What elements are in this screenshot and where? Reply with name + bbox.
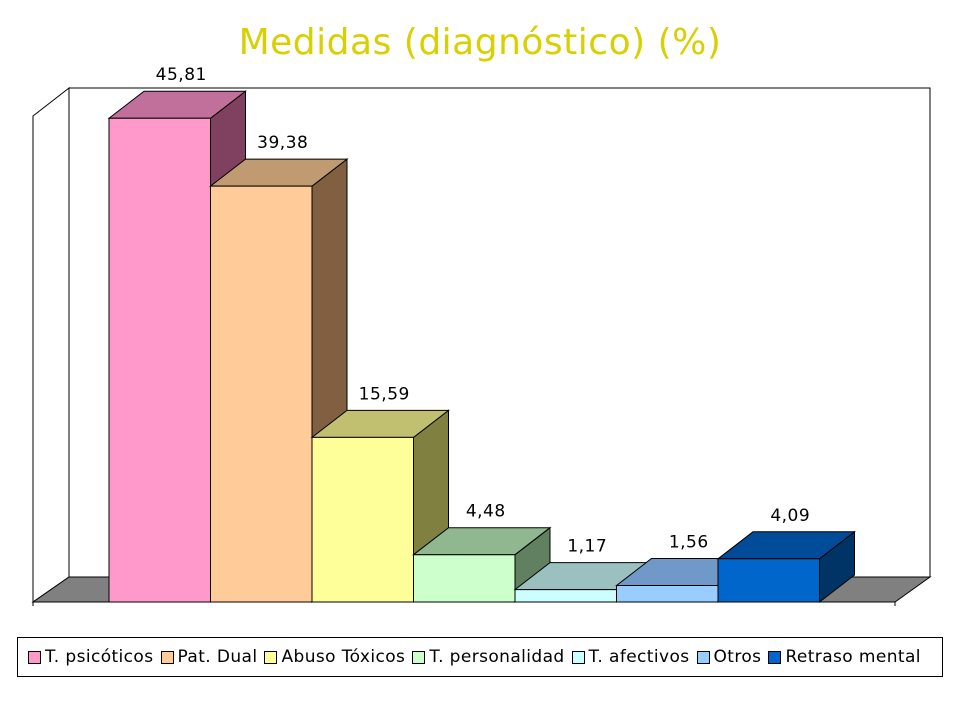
bar-front-face <box>210 185 313 603</box>
legend-swatch <box>412 650 426 664</box>
legend-label: T. psicóticos <box>45 647 154 667</box>
legend-swatch <box>768 650 782 664</box>
legend-item: Retraso mental <box>768 647 920 667</box>
chart-title: Medidas (diagnóstico) (%) <box>238 22 722 63</box>
data-label: 1,56 <box>669 533 709 553</box>
data-label: 1,17 <box>567 537 607 557</box>
chart-left-wall <box>32 86 70 603</box>
legend-item: T. personalidad <box>412 647 564 667</box>
bar-front-face <box>717 558 820 603</box>
bar-7 <box>716 530 856 604</box>
data-label: 15,59 <box>359 384 410 404</box>
legend-item: T. afectivos <box>571 647 690 667</box>
data-label: 4,09 <box>770 506 810 526</box>
legend-label: T. afectivos <box>588 647 690 667</box>
legend-label: Otros <box>713 647 762 667</box>
legend-label: Pat. Dual <box>177 647 258 667</box>
legend-item: Abuso Tóxicos <box>264 647 405 667</box>
bar-front-face <box>616 585 719 603</box>
bar-front-face <box>514 589 617 603</box>
legend-label: T. personalidad <box>429 647 565 667</box>
legend-item: Otros <box>696 647 762 667</box>
bar-front-face <box>311 436 414 603</box>
bar-front-face <box>413 554 516 603</box>
legend-label: Abuso Tóxicos <box>281 647 406 667</box>
legend-swatch <box>28 650 41 664</box>
data-label: 4,48 <box>466 502 506 522</box>
legend-item: Pat. Dual <box>160 647 258 667</box>
legend-label: Retraso mental <box>785 647 921 667</box>
data-label: 39,38 <box>257 133 308 153</box>
data-label: 45,81 <box>156 65 207 85</box>
legend-swatch <box>571 650 585 664</box>
bar-front-face <box>108 117 211 603</box>
legend-swatch <box>696 650 710 664</box>
chart-legend: T. psicóticos Pat. Dual Abuso Tóxicos T. pe… <box>17 637 943 677</box>
bar-4 <box>412 526 552 604</box>
legend-swatch <box>160 650 174 664</box>
legend-swatch <box>264 650 278 664</box>
legend-item: T. psicóticos <box>28 647 154 667</box>
